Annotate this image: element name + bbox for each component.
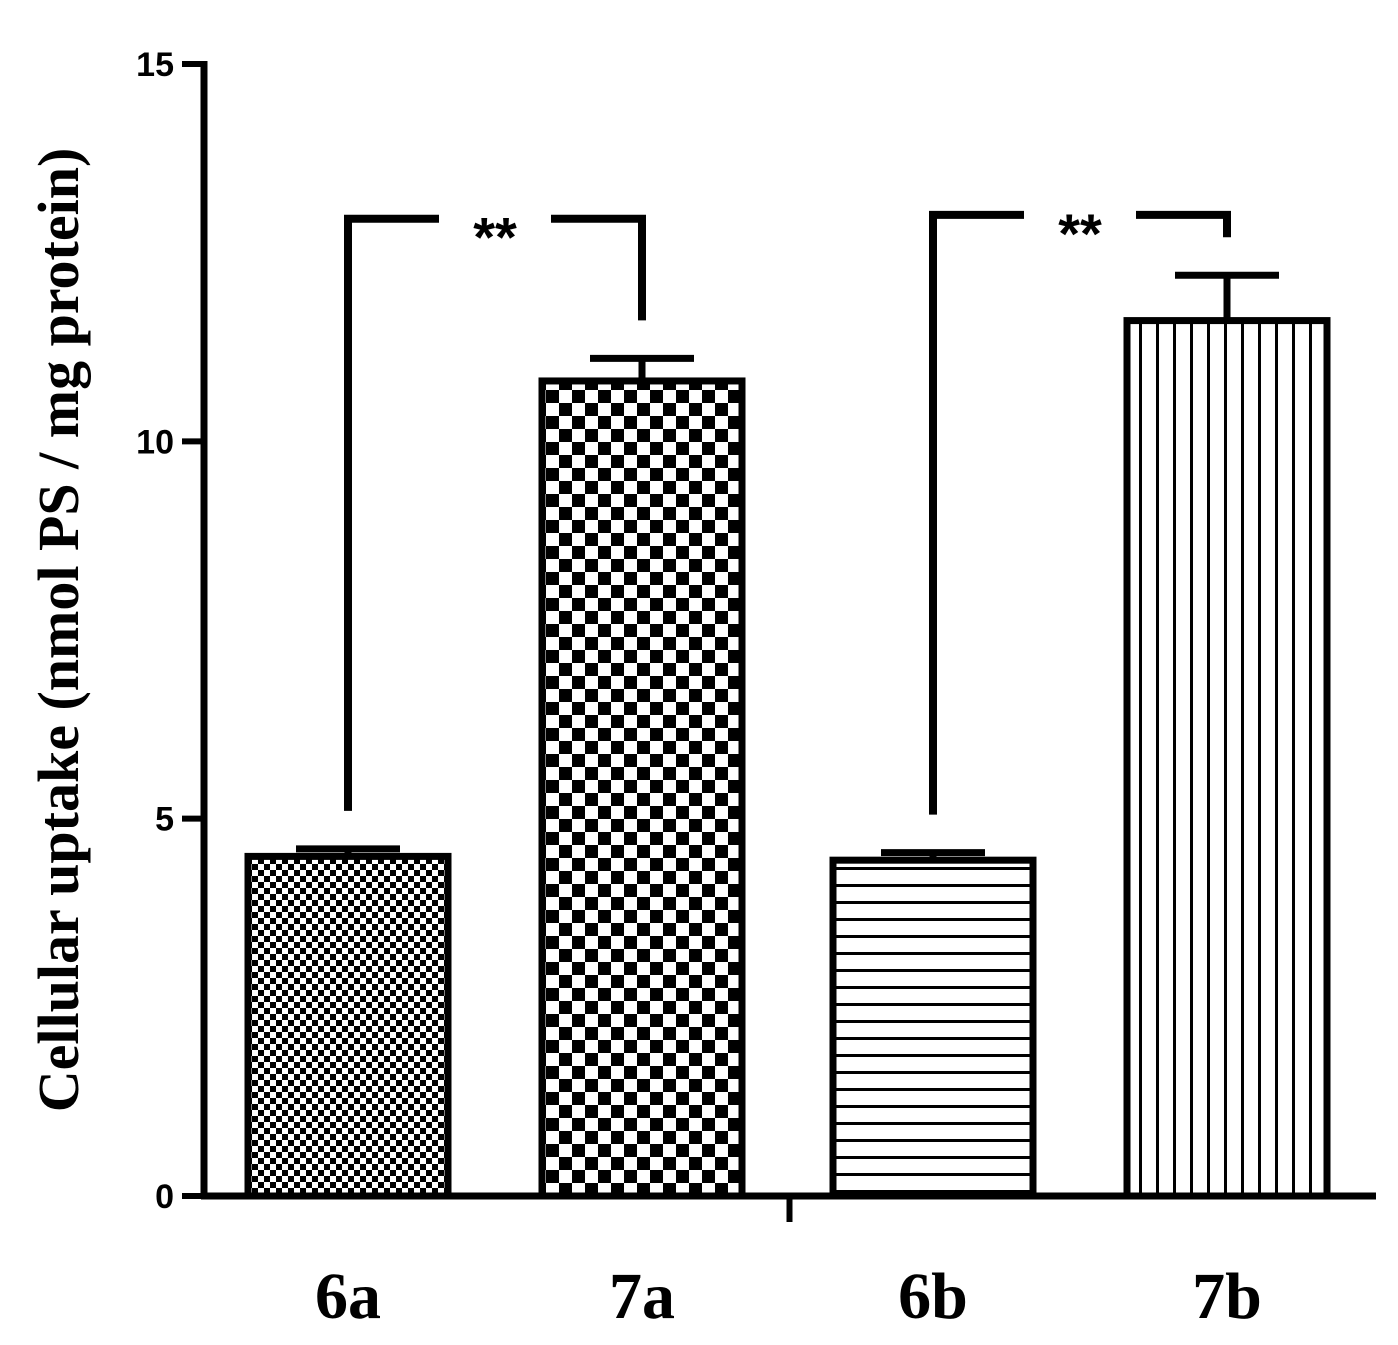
error-bars <box>296 271 1279 861</box>
y-tick-label: 15 <box>136 46 174 84</box>
bar-7b <box>1123 317 1331 1200</box>
significance-brackets: ** ** <box>344 202 1231 815</box>
y-tick-label: 5 <box>155 801 174 839</box>
x-label-7a: 7a <box>609 1260 675 1333</box>
significance-bracket-left <box>344 214 439 811</box>
significance-label: ** <box>1058 202 1102 265</box>
y-tick-label: 0 <box>155 1178 174 1216</box>
x-axis-labels: 6a 7a 6b 7b <box>315 1260 1262 1333</box>
significance-bracket-right <box>551 214 646 321</box>
y-axis-label: Cellular uptake (nmol PS / mg protein) <box>26 148 91 1113</box>
bars <box>244 317 1331 1200</box>
y-axis-ticks: 0 5 10 15 <box>136 46 204 1216</box>
bar-6a <box>244 852 452 1200</box>
significance-label: ** <box>473 206 517 269</box>
significance-bracket-right <box>1136 210 1231 238</box>
bar-6b <box>829 856 1037 1200</box>
x-label-6b: 6b <box>898 1260 968 1333</box>
significance-bracket-left <box>929 210 1024 815</box>
x-label-7b: 7b <box>1192 1260 1262 1333</box>
bar-7a <box>538 377 746 1200</box>
y-tick-label: 10 <box>136 423 174 461</box>
x-label-6a: 6a <box>315 1260 381 1333</box>
